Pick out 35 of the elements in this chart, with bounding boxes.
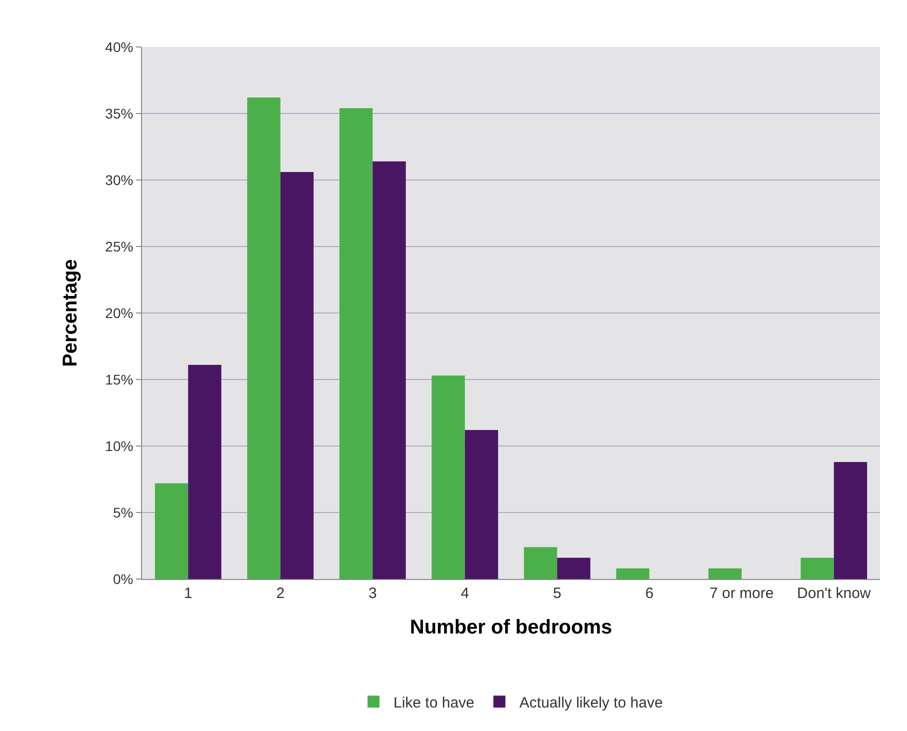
bar <box>708 568 742 579</box>
x-tick-label: 1 <box>184 585 192 602</box>
x-tick-label: 7 or more <box>710 585 774 602</box>
y-axis-title: Percentage <box>60 259 82 367</box>
bar <box>834 462 868 579</box>
y-tick-label: 15% <box>105 371 134 388</box>
legend-label: Like to have <box>394 694 474 712</box>
bar <box>432 376 465 579</box>
y-tick-label: 10% <box>105 438 134 454</box>
x-tick-label: 4 <box>460 585 470 602</box>
x-tick-label: 5 <box>552 585 562 602</box>
bar <box>188 364 222 579</box>
bar <box>616 568 650 579</box>
y-tick-label: 35% <box>105 105 134 122</box>
bar <box>464 430 498 579</box>
x-axis-title: Number of bedrooms <box>410 616 612 638</box>
y-tick-label: 40% <box>105 38 134 55</box>
y-tick-label: 30% <box>105 172 134 188</box>
bar <box>372 161 406 579</box>
x-tick-label: Don't know <box>797 585 871 602</box>
x-tick-label: 6 <box>645 585 654 602</box>
y-tick-label: 0% <box>112 570 134 587</box>
legend-label: Actually likely to have <box>519 694 663 712</box>
bar <box>557 558 590 579</box>
y-tick-label: 20% <box>105 304 134 321</box>
bar <box>339 108 373 579</box>
x-tick-label: 2 <box>276 585 285 602</box>
bar <box>154 483 188 579</box>
y-tick-label: 25% <box>105 238 134 254</box>
bar <box>524 547 558 579</box>
x-tick-label: 3 <box>368 585 377 602</box>
bar <box>247 98 280 579</box>
bar <box>280 172 314 579</box>
y-tick-label: 5% <box>112 504 134 520</box>
bar <box>800 558 834 579</box>
